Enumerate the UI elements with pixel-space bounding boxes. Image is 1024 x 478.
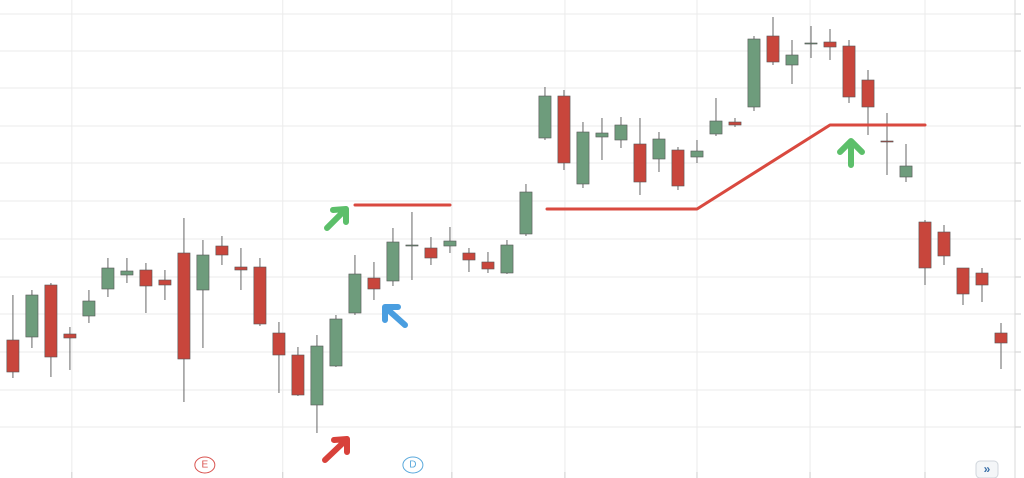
candle-body — [443, 240, 457, 247]
arrow-red — [322, 436, 350, 463]
candle-body — [424, 247, 438, 259]
arrow-blue — [382, 304, 408, 328]
candle-body — [652, 138, 666, 160]
candle-body — [234, 266, 248, 271]
candle-body — [291, 354, 305, 396]
candle-body — [405, 244, 419, 247]
candle-body — [139, 269, 153, 287]
candle-body — [538, 95, 552, 139]
candle-body — [310, 345, 324, 406]
candle-body — [25, 294, 39, 338]
candle-body — [975, 272, 989, 286]
candle-body — [785, 54, 799, 66]
candle-body — [842, 45, 856, 98]
candle-body — [329, 318, 343, 367]
candle-body — [519, 191, 533, 235]
candle-body — [671, 149, 685, 187]
event-label: D — [409, 460, 416, 471]
candle-body — [500, 244, 514, 274]
candle-body — [101, 267, 115, 290]
candles — [6, 17, 1008, 433]
candle-body — [481, 261, 495, 270]
candle-body — [595, 132, 609, 138]
candle-body — [177, 252, 191, 360]
candle-body — [690, 150, 704, 158]
candle-body — [956, 267, 970, 295]
candle-body — [158, 279, 172, 286]
candle-body — [348, 273, 362, 314]
event-label: E — [202, 460, 209, 471]
arrow-green — [324, 206, 349, 231]
candle-body — [918, 221, 932, 269]
candle-body — [196, 254, 210, 291]
candle-body — [215, 245, 229, 256]
candle-body — [823, 41, 837, 48]
candle-body — [272, 332, 286, 356]
candle-body — [861, 79, 875, 108]
candle-body — [6, 339, 20, 373]
candle-body — [747, 38, 761, 108]
candle-body — [557, 95, 571, 164]
candle-body — [386, 241, 400, 282]
candle-body — [994, 332, 1008, 344]
candle-body — [899, 165, 913, 178]
candle-body — [63, 333, 77, 339]
candle-body — [937, 231, 951, 257]
event-marker — [194, 456, 216, 474]
candle-body — [709, 120, 723, 135]
event-marker — [402, 456, 424, 474]
nav-button-label[interactable]: » — [984, 462, 991, 476]
candle-body — [120, 270, 134, 276]
candle-body — [804, 42, 818, 45]
candle-body — [728, 121, 742, 126]
candle-body — [44, 284, 58, 358]
candle-body — [766, 35, 780, 63]
trend-line — [545, 123, 927, 211]
candle-body — [633, 143, 647, 183]
candle-body — [462, 252, 476, 261]
candle-body — [82, 300, 96, 317]
candle-body — [614, 124, 628, 141]
candle-body — [880, 140, 894, 143]
candle-body — [367, 277, 381, 290]
candle-body — [576, 131, 590, 185]
arrow-green-up — [837, 138, 865, 168]
nav-button[interactable] — [975, 460, 999, 478]
candle-body — [253, 266, 267, 325]
annotations — [322, 123, 927, 463]
